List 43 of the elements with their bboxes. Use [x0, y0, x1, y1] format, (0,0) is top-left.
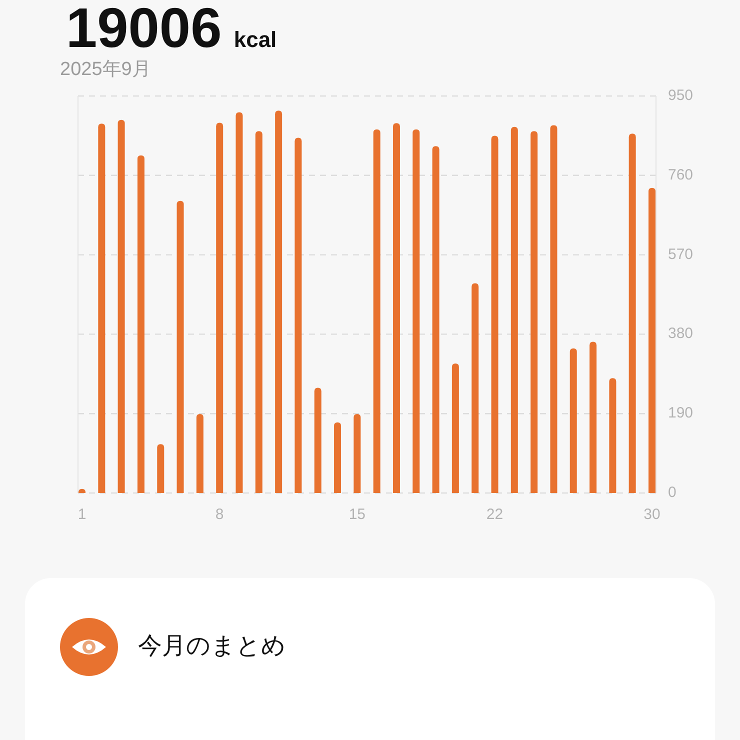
- y-tick-label: 570: [668, 246, 694, 263]
- bar: [354, 414, 361, 493]
- text: 今月のまとめ: [138, 632, 286, 660]
- bar: [216, 122, 224, 493]
- bar: [236, 112, 243, 493]
- bar: [334, 422, 342, 493]
- chart-title: 19006 kcal: [66, 0, 277, 59]
- bar: [314, 388, 322, 493]
- y-tick-label: 950: [668, 86, 694, 104]
- bar: [137, 155, 144, 493]
- bar: [392, 123, 400, 493]
- bar: [373, 129, 380, 493]
- bar: [275, 110, 282, 493]
- bar: [648, 188, 656, 493]
- bar: [530, 131, 538, 493]
- bar: [590, 342, 597, 493]
- bar: [472, 283, 479, 493]
- bar: [98, 124, 106, 493]
- x-tick-label: 22: [486, 506, 504, 523]
- x-tick-label: 30: [644, 506, 660, 523]
- bar: [176, 200, 184, 493]
- bar: [412, 129, 420, 493]
- bar: [452, 363, 459, 493]
- chart-subtitle: 2025年9月: [60, 59, 151, 80]
- bar: [510, 126, 518, 493]
- bar: [294, 138, 302, 493]
- bar: [196, 414, 204, 493]
- bar: [550, 125, 558, 493]
- bar: [570, 348, 577, 493]
- x-tick-label: 1: [78, 506, 86, 523]
- bar: [432, 146, 440, 493]
- x-tick-label: 15: [348, 506, 366, 523]
- bar: [118, 120, 125, 493]
- bar: [628, 134, 636, 493]
- bar: [157, 444, 164, 493]
- bar: [609, 378, 616, 493]
- y-tick-label: 380: [668, 325, 694, 342]
- bar: [491, 136, 498, 493]
- y-tick-label: 760: [668, 166, 694, 184]
- bar: [255, 131, 262, 493]
- y-tick-label: 190: [668, 404, 694, 422]
- y-tick-label: 0: [668, 484, 676, 501]
- x-tick-label: 8: [215, 506, 224, 523]
